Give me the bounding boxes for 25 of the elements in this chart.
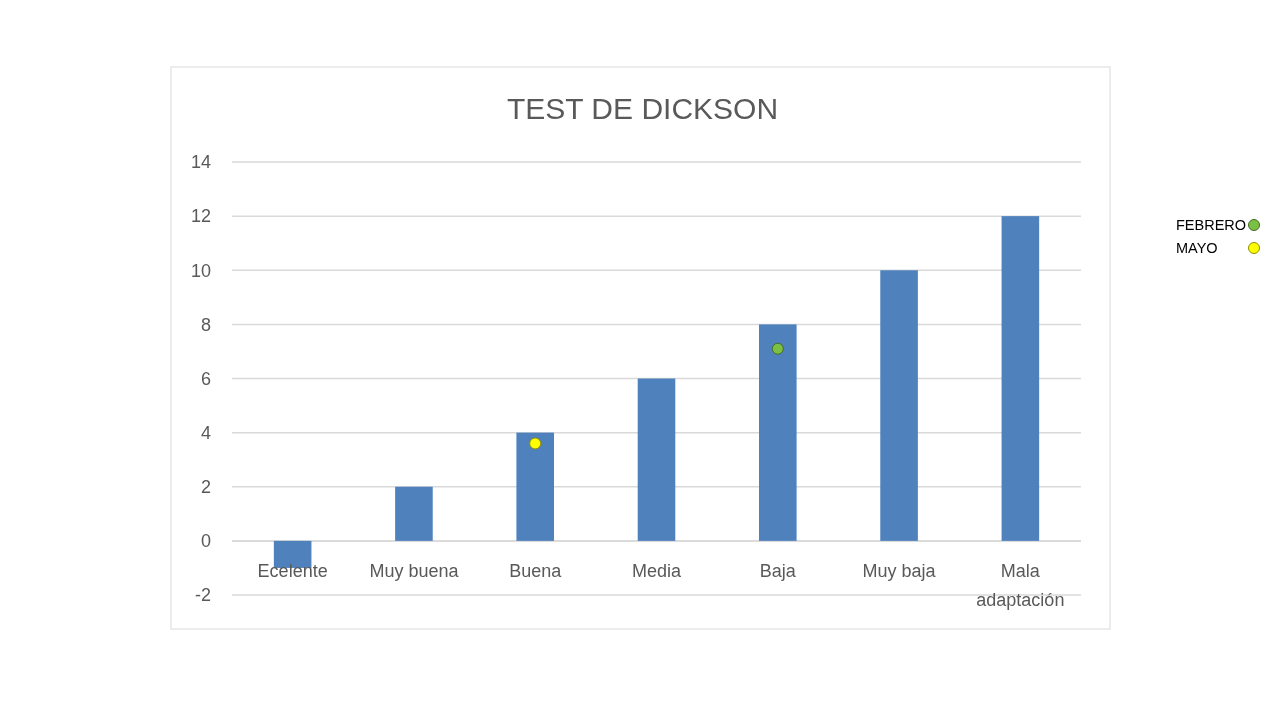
x-tick-label: Muy buena: [369, 560, 460, 581]
chart-title: TEST DE DICKSON: [506, 92, 779, 125]
legend-label: MAYO: [1176, 240, 1218, 257]
bar: [516, 432, 555, 541]
y-tick-label: -2: [194, 585, 211, 606]
y-tick-label: 2: [200, 477, 211, 498]
bar: [395, 486, 433, 541]
y-tick-label: 8: [200, 314, 211, 335]
y-tick-label: 0: [200, 531, 211, 552]
y-tick-label: 4: [200, 422, 211, 443]
x-tick-label: Mala adaptación: [976, 560, 1065, 610]
x-tick-label: Baja: [759, 560, 797, 581]
bar: [880, 270, 918, 541]
bar: [1001, 216, 1040, 541]
y-tick-label: 14: [190, 152, 211, 173]
x-tick-label: Muy baja: [862, 560, 937, 581]
y-tick-label: 12: [190, 206, 211, 227]
legend-label: FEBRERO: [1176, 217, 1247, 234]
bar: [758, 324, 797, 541]
x-tick-label: Buena: [509, 560, 563, 581]
y-tick-label: 6: [200, 368, 211, 389]
x-tick-label: Media: [631, 560, 682, 581]
x-tick-label: Ecelente: [257, 560, 328, 581]
bar: [637, 378, 676, 541]
y-tick-label: 10: [190, 260, 211, 281]
